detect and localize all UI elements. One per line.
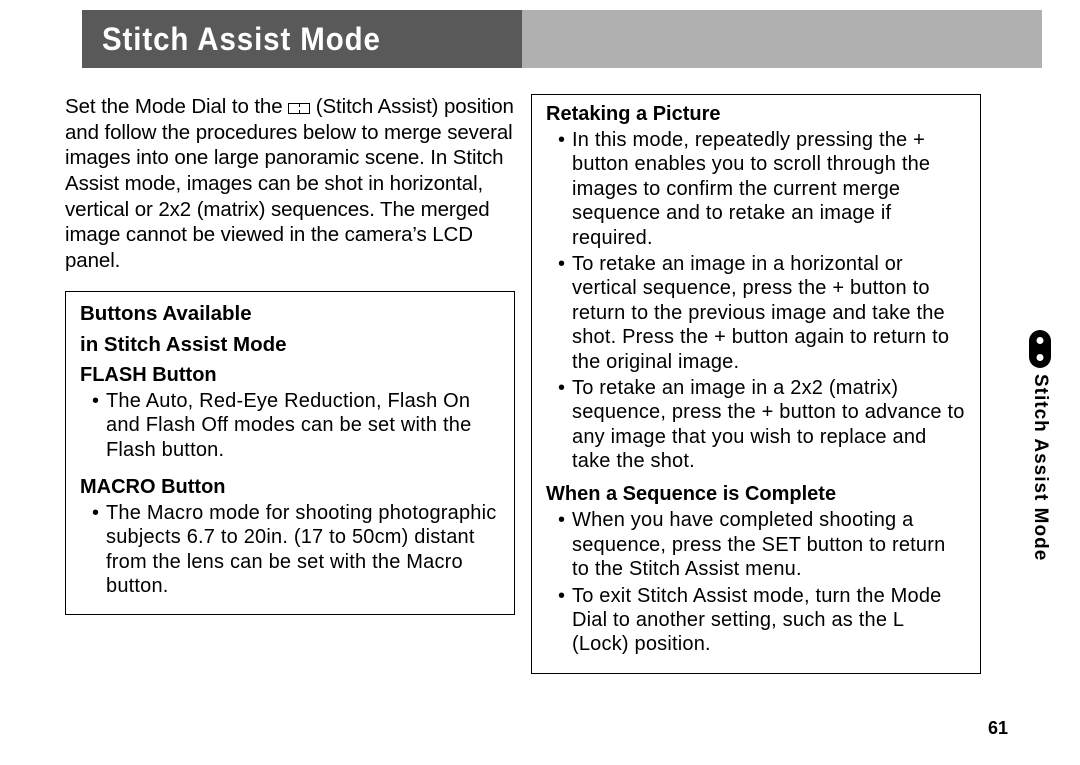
flash-button-heading: FLASH Button — [80, 364, 500, 387]
right-column: Retaking a Picture In this mode, repeate… — [531, 94, 981, 674]
flash-bullets: The Auto, Red-Eye Reduction, Flash On an… — [80, 389, 500, 462]
list-item: The Auto, Red-Eye Reduction, Flash On an… — [94, 389, 500, 462]
header-bar: Stitch Assist Mode — [82, 10, 1042, 68]
buttons-available-box: Buttons Available in Stitch Assist Mode … — [65, 291, 515, 615]
tab-indicator-icon — [1029, 330, 1051, 368]
retaking-bullets: In this mode, repeatedly pressing the + … — [546, 128, 966, 473]
stitch-assist-icon — [288, 103, 310, 114]
list-item: The Macro mode for shooting photographic… — [94, 501, 500, 599]
retaking-heading: Retaking a Picture — [546, 103, 966, 126]
box-heading-line1: Buttons Available — [80, 300, 500, 329]
sequence-complete-heading: When a Sequence is Complete — [546, 483, 966, 506]
list-item: To retake an image in a 2x2 (matrix) seq… — [560, 376, 966, 474]
box-heading-line2: in Stitch Assist Mode — [80, 331, 500, 360]
intro-paragraph: Set the Mode Dial to the (Stitch Assist)… — [65, 94, 515, 273]
intro-pre: Set the Mode Dial to the — [65, 95, 288, 118]
content-columns: Set the Mode Dial to the (Stitch Assist)… — [65, 94, 1050, 674]
sequence-complete-bullets: When you have completed shooting a seque… — [546, 508, 966, 656]
left-column: Set the Mode Dial to the (Stitch Assist)… — [65, 94, 515, 674]
macro-bullets: The Macro mode for shooting photographic… — [80, 501, 500, 599]
header-dark-block: Stitch Assist Mode — [82, 10, 522, 68]
page-number: 61 — [988, 718, 1008, 739]
retaking-sequence-box: Retaking a Picture In this mode, repeate… — [531, 94, 981, 674]
page-title: Stitch Assist Mode — [102, 21, 381, 58]
side-tab-label: Stitch Assist Mode — [1029, 374, 1051, 561]
manual-page: Stitch Assist Mode Set the Mode Dial to … — [0, 0, 1080, 765]
list-item: In this mode, repeatedly pressing the + … — [560, 128, 966, 250]
macro-button-heading: MACRO Button — [80, 476, 500, 499]
list-item: To retake an image in a horizontal or ve… — [560, 252, 966, 374]
list-item: When you have completed shooting a seque… — [560, 508, 966, 581]
side-tab: Stitch Assist Mode — [1022, 330, 1058, 595]
intro-post: (Stitch Assist) position and follow the … — [65, 95, 514, 272]
list-item: To exit Stitch Assist mode, turn the Mod… — [560, 584, 966, 657]
